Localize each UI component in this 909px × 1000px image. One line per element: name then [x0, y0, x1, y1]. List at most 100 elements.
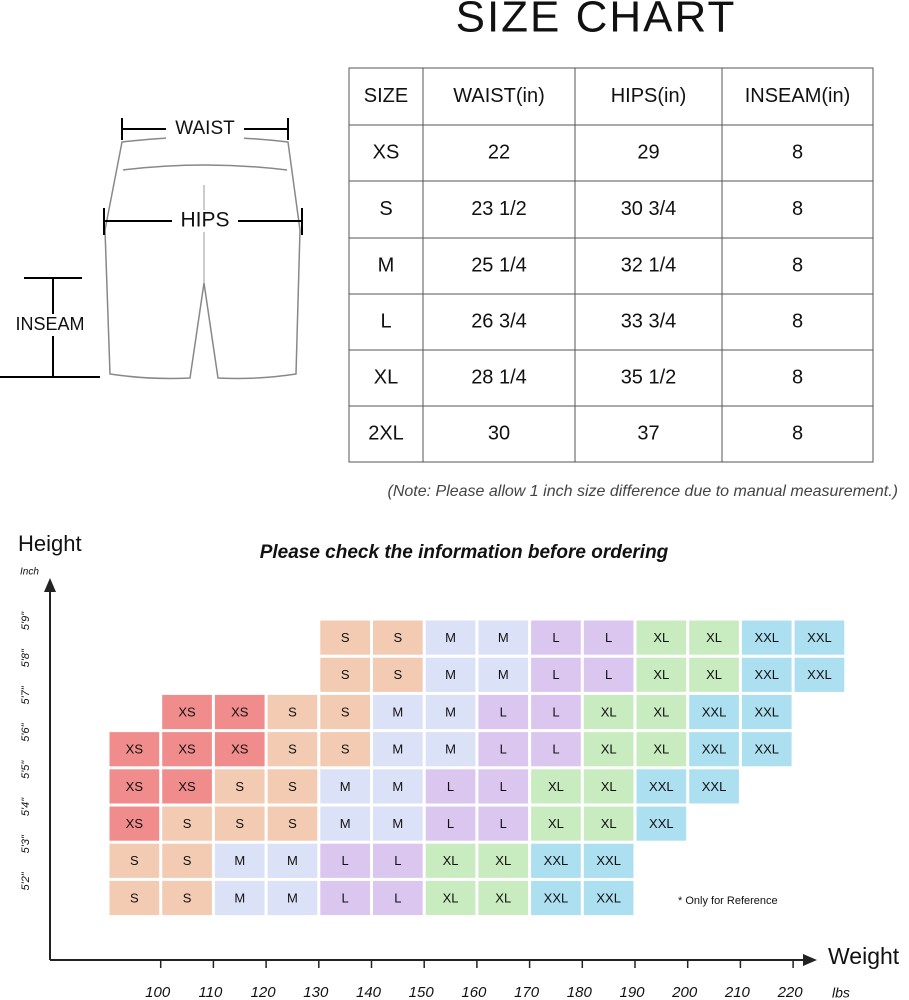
size-label: XL [548, 779, 564, 794]
size-cell [740, 656, 793, 693]
y-tick-label: 5'3" [20, 834, 32, 853]
size-label: S [341, 667, 350, 682]
table-cell: S [379, 198, 392, 220]
table-cell: 29 [637, 141, 659, 163]
size-label: S [288, 704, 297, 719]
size-cell [582, 805, 635, 842]
size-label: XXL [754, 667, 779, 682]
size-label: XXL [544, 890, 569, 905]
size-cell [424, 842, 477, 879]
size-cell [161, 693, 213, 731]
size-label: S [394, 667, 403, 682]
size-label: M [340, 779, 351, 794]
size-label: M [445, 630, 456, 645]
size-label: S [183, 853, 192, 868]
size-cell [688, 731, 740, 768]
size-cell [372, 879, 424, 917]
size-label: L [394, 890, 401, 905]
size-label: XXL [649, 816, 674, 831]
size-label: XS [231, 704, 249, 719]
y-tick-label: 5'6" [20, 722, 32, 741]
size-cell [530, 768, 582, 805]
size-cell [319, 693, 371, 731]
size-label: L [500, 704, 507, 719]
size-label: XL [601, 742, 617, 757]
size-cell [477, 619, 530, 656]
size-cell [635, 656, 688, 693]
chart-title: Please check the information before orde… [260, 542, 669, 563]
size-cell [108, 805, 161, 842]
size-label: M [498, 667, 509, 682]
x-tick-label: 110 [198, 984, 223, 1000]
size-cell [635, 619, 688, 656]
table-cell: 23 1/2 [471, 198, 527, 220]
size-cell [635, 731, 688, 768]
size-cell [530, 693, 582, 731]
size-cell [530, 656, 582, 693]
size-label: S [183, 890, 192, 905]
table-cell: 22 [488, 141, 510, 163]
size-cell [582, 619, 635, 656]
size-label: M [445, 742, 456, 757]
size-cell [477, 693, 530, 731]
label-bg [8, 314, 94, 336]
x-tick-label: 220 [777, 984, 804, 1000]
size-cell [530, 879, 582, 917]
size-cell [266, 768, 319, 805]
table-cell: 25 1/4 [471, 254, 527, 276]
size-label: XXL [754, 742, 779, 757]
size-cell [477, 805, 530, 842]
size-cell [582, 768, 635, 805]
size-cell [793, 619, 846, 656]
size-label: M [287, 853, 298, 868]
size-label: S [288, 742, 297, 757]
size-cell [477, 656, 530, 693]
size-label: M [287, 890, 298, 905]
table-cell: 8 [792, 366, 803, 388]
y-axis-label: Height [18, 531, 82, 556]
size-label: XL [706, 667, 722, 682]
size-cell [582, 656, 635, 693]
size-cell [372, 842, 424, 879]
size-label: S [394, 630, 403, 645]
size-cell [424, 805, 477, 842]
size-cell [424, 656, 477, 693]
size-label: S [130, 853, 139, 868]
size-label: XXL [807, 667, 832, 682]
size-label: XXL [807, 630, 832, 645]
size-label: L [394, 853, 401, 868]
x-tick-label: 190 [619, 984, 645, 1000]
size-label: XS [126, 779, 144, 794]
size-label: M [392, 816, 403, 831]
size-cell [161, 768, 213, 805]
size-label: L [447, 816, 454, 831]
size-cell [266, 693, 319, 731]
size-cell [108, 768, 161, 805]
table-cell: 26 3/4 [471, 310, 527, 332]
size-cell [424, 693, 477, 731]
size-cell [582, 731, 635, 768]
size-label: XXL [754, 704, 779, 719]
size-cell [635, 693, 688, 731]
size-cell [319, 656, 371, 693]
table-cell: 30 3/4 [621, 198, 677, 220]
size-label: S [341, 704, 350, 719]
size-cell [213, 879, 266, 917]
size-cell [688, 656, 740, 693]
size-label: XS [178, 779, 196, 794]
size-cell [372, 805, 424, 842]
table-cell: 8 [792, 310, 803, 332]
size-cell [319, 731, 371, 768]
size-cell [530, 619, 582, 656]
table-cell: 2XL [368, 422, 404, 444]
size-label: S [341, 742, 350, 757]
size-cell [108, 731, 161, 768]
x-tick-label: 130 [303, 984, 329, 1000]
size-label: S [235, 779, 244, 794]
size-label: S [288, 779, 297, 794]
size-label: XS [231, 742, 249, 757]
size-cell [266, 805, 319, 842]
size-label: S [341, 630, 350, 645]
size-label: M [445, 704, 456, 719]
size-cell [266, 842, 319, 879]
